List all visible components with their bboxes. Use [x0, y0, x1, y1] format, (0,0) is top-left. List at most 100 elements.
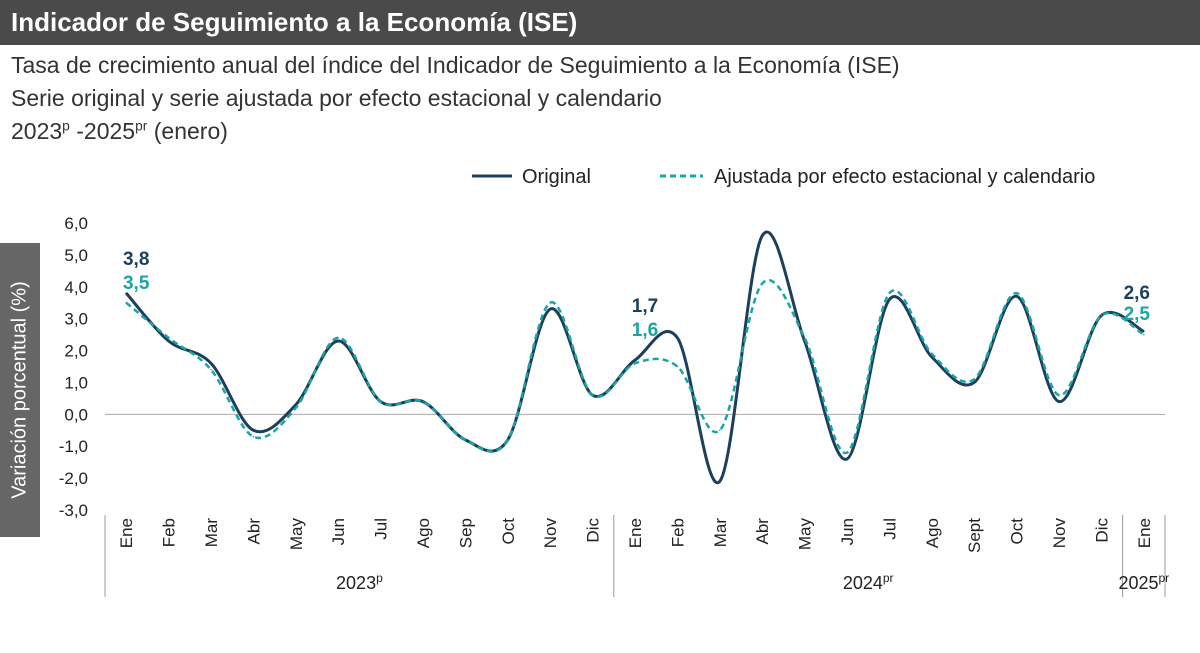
- x-tick-label: May: [287, 518, 306, 551]
- y-tick-label: 5,0: [64, 246, 88, 265]
- y-tick-label: 0,0: [64, 405, 88, 424]
- x-tick-label: Jun: [838, 518, 857, 545]
- data-point-original: [973, 381, 975, 384]
- data-point-ajustada: [761, 282, 763, 285]
- data-point-original: [931, 356, 933, 358]
- data-point-original: [888, 298, 891, 301]
- data-point-original: [549, 308, 551, 310]
- year-label: 2024pr: [843, 571, 894, 593]
- data-label-ajustada: 2,5: [1124, 304, 1151, 325]
- series-line-original: [125, 230, 1145, 485]
- x-tick-label: Ene: [626, 518, 645, 548]
- x-tick-label: Mar: [711, 518, 730, 548]
- data-point-original: [1058, 400, 1060, 403]
- y-tick-label: 1,0: [64, 373, 88, 392]
- x-tick-label: Dic: [584, 518, 603, 543]
- chart-title: Indicador de Seguimiento a la Economía (…: [11, 7, 578, 37]
- x-tick-label: Mar: [202, 518, 221, 548]
- x-tick-label: Jun: [329, 518, 348, 545]
- data-point-original: [761, 234, 763, 237]
- data-point-ajustada: [888, 292, 891, 294]
- data-point-ajustada: [210, 368, 212, 371]
- legend-label-ajustada: Ajustada por efecto estacional y calenda…: [714, 166, 1095, 188]
- data-point-original: [167, 340, 170, 342]
- data-point-original: [676, 337, 679, 339]
- y-tick-label: 6,0: [64, 214, 88, 233]
- data-point-original: [337, 340, 340, 342]
- data-point-ajustada: [1015, 292, 1018, 294]
- data-point-ajustada: [931, 352, 933, 355]
- data-point-ajustada: [125, 301, 127, 304]
- data-point-original: [252, 429, 255, 432]
- title-bar: Indicador de Seguimiento a la Economía (…: [0, 0, 1200, 45]
- x-tick-label: Abr: [753, 518, 772, 545]
- data-point-original: [846, 458, 848, 460]
- x-tick-label: Jul: [880, 518, 899, 540]
- x-tick-label: Feb: [668, 518, 687, 547]
- period-start-year: 2023: [11, 118, 63, 144]
- data-point-ajustada: [167, 337, 170, 339]
- year-label: 2025pr: [1118, 571, 1169, 593]
- data-point-ajustada: [295, 407, 297, 409]
- period-end-sup: pr: [135, 118, 148, 134]
- x-tick-label: Sep: [456, 518, 475, 548]
- data-point-ajustada: [379, 400, 382, 403]
- data-label-original: 3,8: [123, 249, 149, 270]
- subtitle-line-3: 2023p -2025pr (enero): [11, 118, 228, 145]
- data-point-ajustada: [507, 439, 509, 441]
- x-tick-label: Sept: [965, 518, 984, 553]
- x-tick-label: Dic: [1092, 518, 1111, 543]
- data-point-original: [125, 292, 127, 294]
- data-label-original: 1,7: [632, 296, 658, 317]
- data-point-original: [295, 403, 297, 406]
- y-tick-label: -2,0: [59, 469, 88, 488]
- x-tick-label: Oct: [1008, 518, 1027, 545]
- y-tick-label: -1,0: [59, 437, 88, 456]
- period-end-year: -2025: [69, 118, 136, 144]
- data-point-original: [719, 480, 721, 483]
- data-label-ajustada: 3,5: [123, 273, 150, 294]
- subtitle-line-1: Tasa de crecimiento anual del índice del…: [11, 52, 900, 78]
- data-point-ajustada: [846, 451, 848, 454]
- y-tick-label: 2,0: [64, 342, 88, 361]
- series-line-ajustada: [125, 279, 1145, 454]
- data-point-ajustada: [1100, 314, 1103, 317]
- data-label-ajustada: 1,6: [632, 320, 658, 341]
- data-point-ajustada: [337, 337, 340, 339]
- x-tick-label: Oct: [499, 518, 518, 545]
- data-point-original: [1015, 295, 1018, 298]
- data-point-ajustada: [803, 337, 806, 339]
- x-tick-label: May: [796, 518, 815, 551]
- legend-label-original: Original: [522, 166, 591, 188]
- y-tick-label: 3,0: [64, 310, 88, 329]
- data-point-ajustada: [973, 378, 975, 381]
- y-tick-label: 4,0: [64, 278, 88, 297]
- y-tick-label: -3,0: [59, 501, 88, 520]
- x-tick-label: Nov: [1050, 518, 1069, 549]
- x-tick-label: Ago: [414, 518, 433, 548]
- data-point-ajustada: [719, 429, 721, 432]
- data-point-original: [210, 362, 212, 365]
- x-tick-label: Jul: [372, 518, 391, 540]
- period-note: (enero): [147, 118, 228, 144]
- data-point-ajustada: [422, 400, 424, 403]
- data-point-ajustada: [676, 365, 679, 368]
- x-tick-label: Ene: [117, 518, 136, 548]
- x-tick-label: Ene: [1135, 518, 1154, 548]
- subtitle-line-2: Serie original y serie ajustada por efec…: [11, 85, 662, 111]
- data-point-ajustada: [252, 435, 255, 438]
- data-point-ajustada: [549, 301, 551, 304]
- y-axis-label-box: Variación porcentual (%): [0, 243, 40, 537]
- x-tick-label: Feb: [160, 518, 179, 547]
- x-tick-label: Nov: [541, 518, 560, 549]
- year-label: 2023p: [336, 571, 383, 593]
- data-point-ajustada: [1058, 394, 1060, 397]
- data-point-ajustada: [464, 439, 467, 441]
- data-point-original: [634, 359, 636, 361]
- period-start-sup: p: [62, 118, 70, 134]
- data-point-original: [1143, 330, 1145, 333]
- data-point-ajustada: [634, 362, 636, 365]
- x-tick-label: Abr: [244, 518, 263, 545]
- x-tick-label: Ago: [923, 518, 942, 548]
